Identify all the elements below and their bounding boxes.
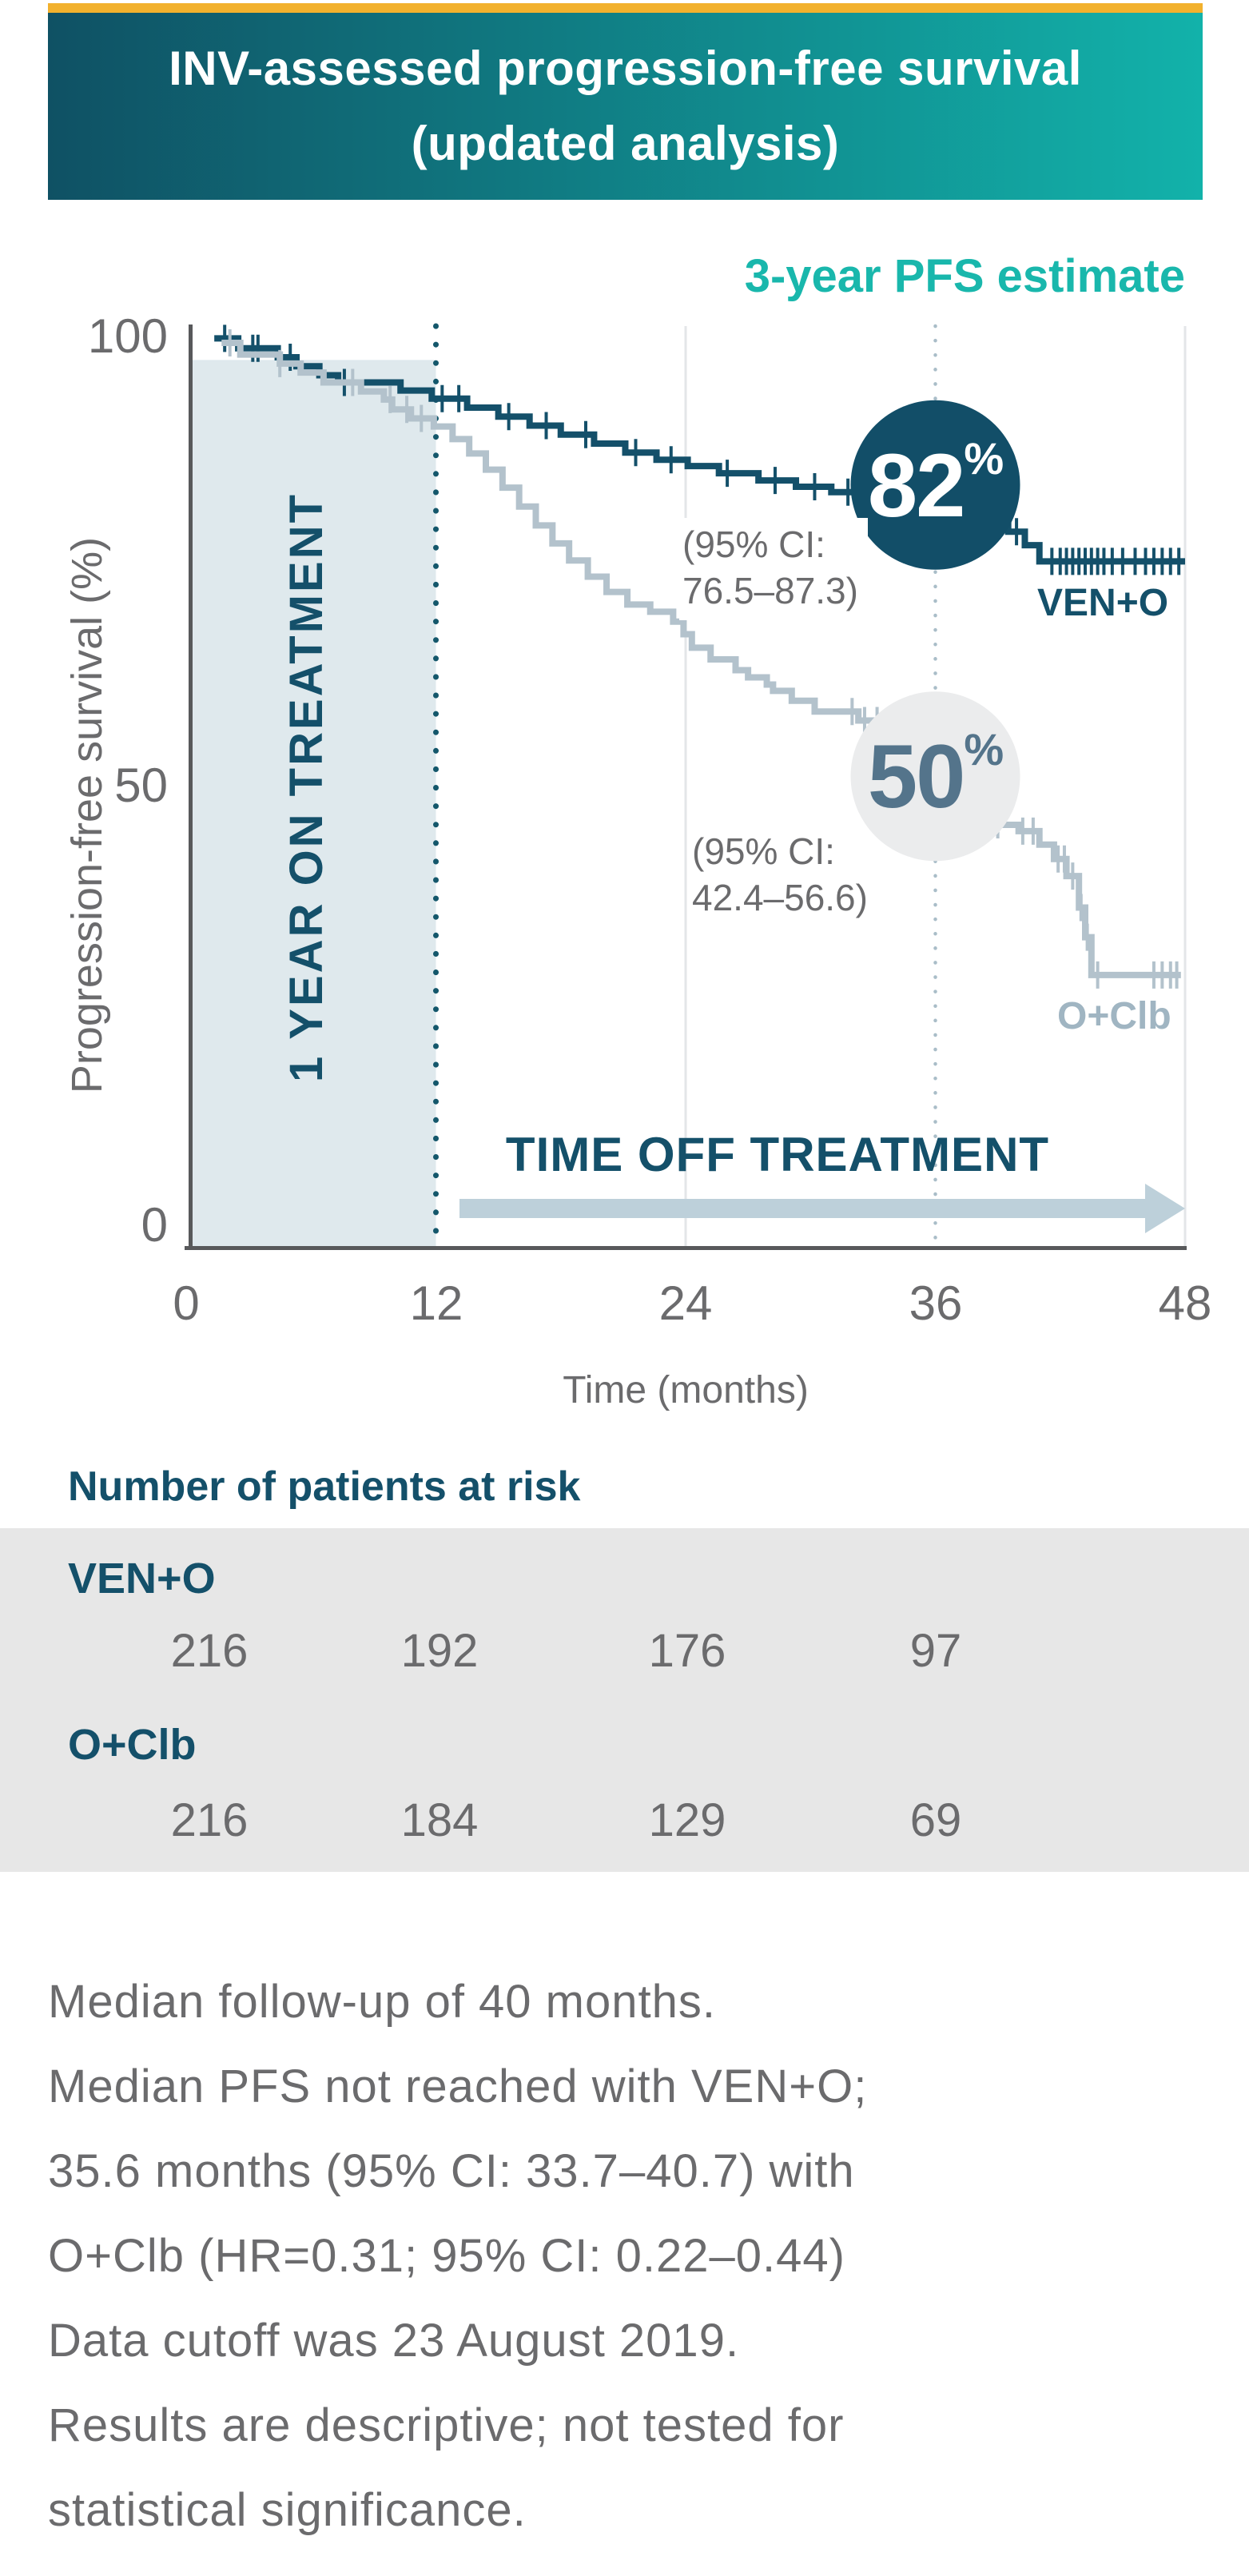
risk-count: 184 bbox=[400, 1794, 479, 1846]
y-tick-0: 0 bbox=[141, 1198, 168, 1252]
risk-table-heading: Number of patients at risk bbox=[68, 1463, 581, 1510]
on-treatment-label: 1 YEAR ON TREATMENT bbox=[280, 492, 332, 1083]
veno-ci-text: (95% CI: 76.5–87.3) bbox=[679, 518, 868, 620]
x-axis-title: Time (months) bbox=[563, 1369, 809, 1411]
risk-row-veno-label: VEN+O bbox=[68, 1555, 216, 1603]
footnote-line: statistical significance. bbox=[48, 2484, 527, 2536]
x-tick-36: 36 bbox=[909, 1276, 963, 1330]
veno-estimate-percent: % bbox=[964, 432, 1004, 484]
y-tick-100: 100 bbox=[87, 309, 168, 363]
title-banner: INV-assessed progression-free survival (… bbox=[48, 13, 1203, 200]
risk-count: 192 bbox=[400, 1625, 479, 1677]
y-tick-50: 50 bbox=[114, 758, 168, 812]
x-tick-48: 48 bbox=[1158, 1276, 1212, 1330]
oclb-estimate-percent: % bbox=[964, 723, 1004, 774]
risk-count: 69 bbox=[909, 1794, 962, 1846]
footnote-line: Data cutoff was 23 August 2019. bbox=[48, 2315, 740, 2367]
off-treatment-label: TIME OFF TREATMENT bbox=[505, 1128, 1050, 1181]
risk-table-band bbox=[0, 1528, 1249, 1872]
off-treatment-arrow bbox=[459, 1184, 1185, 1233]
risk-count: 129 bbox=[648, 1794, 726, 1846]
risk-count: 216 bbox=[170, 1794, 249, 1846]
footnote-line: 35.6 months (95% CI: 33.7–40.7) with bbox=[48, 2145, 855, 2197]
veno-estimate-badge: 82% bbox=[848, 397, 1024, 573]
risk-count: 97 bbox=[909, 1625, 962, 1677]
accent-bar bbox=[48, 3, 1203, 13]
estimate-circle-O+Clb bbox=[850, 691, 1020, 862]
y-axis-title: Progression-free survival (%) bbox=[63, 536, 111, 1094]
oclb-ci-text: (95% CI: 42.4–56.6) bbox=[692, 828, 868, 921]
footnote-line: Median follow-up of 40 months. bbox=[48, 1976, 716, 2028]
veno-ci-line2: 76.5–87.3) bbox=[682, 570, 858, 611]
page-title-line2: (updated analysis) bbox=[411, 117, 840, 170]
footnote-line: O+Clb (HR=0.31; 95% CI: 0.22–0.44) bbox=[48, 2230, 845, 2282]
on-treatment-shade bbox=[190, 360, 436, 1248]
estimate-circle-VEN+O bbox=[850, 400, 1020, 570]
x-tick-24: 24 bbox=[658, 1276, 713, 1330]
veno-curve-label: VEN+O bbox=[1037, 582, 1169, 624]
risk-count: 176 bbox=[648, 1625, 726, 1677]
veno-ci-line1: (95% CI: bbox=[682, 524, 825, 565]
oclb-ci-line1: (95% CI: bbox=[692, 830, 835, 872]
page-title-line1: INV-assessed progression-free survival bbox=[169, 42, 1082, 95]
footnote: Median follow-up of 40 months. Median PF… bbox=[48, 1960, 1215, 2553]
estimate-heading: 3-year PFS estimate bbox=[744, 250, 1185, 302]
footnote-line: Median PFS not reached with VEN+O; bbox=[48, 2060, 868, 2112]
oclb-estimate-value: 50 bbox=[867, 726, 966, 826]
risk-row-oclb-label: O+Clb bbox=[68, 1721, 197, 1769]
veno-estimate-value: 82 bbox=[867, 435, 966, 536]
footnote-line: Results are descriptive; not tested for bbox=[48, 2399, 845, 2451]
oclb-curve-label: O+Clb bbox=[1057, 995, 1171, 1037]
oclb-estimate-badge: 50% bbox=[848, 688, 1024, 864]
x-tick-12: 12 bbox=[409, 1276, 463, 1330]
oclb-ci-line2: 42.4–56.6) bbox=[692, 877, 868, 918]
risk-count: 216 bbox=[170, 1625, 249, 1677]
x-tick-0: 0 bbox=[173, 1276, 200, 1330]
